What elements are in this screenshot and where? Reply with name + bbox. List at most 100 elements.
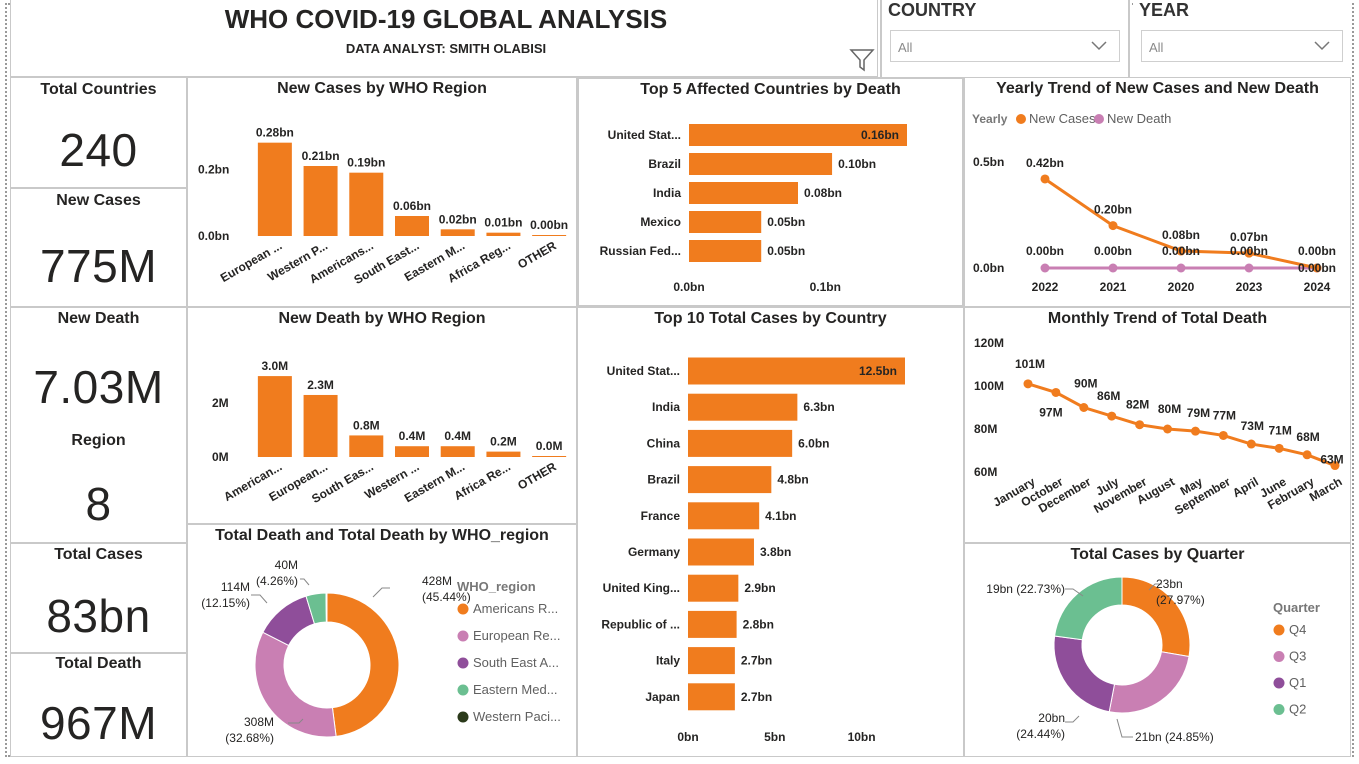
panel-top10-cases: Top 10 Total Cases by Country United Sta…: [577, 307, 964, 757]
cases-by-quarter-donut: 23bn (27.97%) 21bn (24.85%) 20bn (24.44%) 19b…: [986, 576, 1320, 744]
data-point: [1244, 248, 1254, 258]
series-line-total-death: [1027, 382, 1336, 467]
country-slicer[interactable]: COUNTRY All: [880, 0, 1130, 77]
category-label: United Stat...: [607, 364, 680, 378]
x-tick-label: 0.0bn: [673, 280, 704, 294]
bar: [688, 574, 739, 602]
data-label: 0.00bn: [1162, 244, 1200, 258]
data-label: 0.16bn: [861, 128, 899, 142]
legend-marker: [457, 711, 469, 723]
bar: [688, 357, 905, 385]
data-point: [1079, 403, 1089, 412]
filter-icon[interactable]: [849, 48, 875, 72]
kpi-label: Region: [71, 432, 126, 449]
kpi-label: Total Cases: [54, 546, 143, 563]
y-tick-label: 0.5bn: [973, 155, 1004, 169]
category-label: France: [641, 509, 681, 523]
legend-item: Q1: [1289, 675, 1306, 690]
data-label: 0.06bn: [393, 199, 431, 213]
slice-label: (32.68%): [225, 731, 274, 745]
country-slicer-title: COUNTRY: [888, 0, 977, 20]
category-label: China: [647, 436, 681, 450]
data-label: 3.8bn: [760, 545, 791, 559]
year-selected-value: All: [1149, 40, 1164, 55]
chart-title: New Death by WHO Region: [278, 310, 486, 327]
donut-slice: [325, 592, 328, 623]
data-label: 2.3M: [307, 378, 334, 392]
bar: [689, 153, 833, 175]
top5-death-chart: United Stat... 0.16bn Brazil 0.10bn India 0.0…: [600, 124, 907, 294]
data-label: 0.00bn: [1298, 244, 1336, 258]
x-tick-label: 0.1bn: [810, 280, 841, 294]
data-label: 0.02bn: [439, 212, 477, 226]
chevron-down-icon: [1314, 41, 1330, 51]
legend-marker: [457, 684, 469, 696]
bar: [440, 446, 475, 457]
chart-title: Total Cases by Quarter: [1070, 546, 1245, 563]
leader-line: [1065, 715, 1080, 723]
kpi-label: New Cases: [56, 192, 141, 209]
slice-label: 19bn (22.73%): [986, 582, 1065, 596]
data-label: 79M: [1187, 406, 1210, 420]
slice-label: (27.97%): [1156, 593, 1205, 607]
category-label: Brazil: [648, 157, 681, 171]
country-dropdown[interactable]: All: [890, 30, 1120, 62]
slice-label: (4.26%): [256, 574, 298, 588]
chart-title: Monthly Trend of Total Death: [1047, 310, 1268, 327]
yearly-trend-chart: Yearly New Cases New Death 0.0bn 0.5bn 0.42bn…: [972, 111, 1336, 294]
data-label: 0.2M: [490, 435, 517, 449]
panel-monthly-death: Monthly Trend of Total Death 60M 80M 100M 1…: [964, 307, 1351, 543]
kpi-value: 775M: [39, 240, 158, 292]
data-label: 0.10bn: [838, 157, 876, 171]
year-slicer[interactable]: YEAR All: [1133, 0, 1351, 77]
x-tick-label: 0bn: [677, 730, 698, 744]
data-label: 68M: [1296, 430, 1319, 444]
kpi-new-cases: New Cases 775M: [10, 188, 187, 307]
data-label: 0.4M: [444, 429, 471, 443]
legend-item: South East A...: [473, 655, 559, 670]
y-tick-label: 0.0bn: [973, 261, 1004, 275]
year-dropdown[interactable]: All: [1141, 30, 1343, 62]
bar: [303, 166, 338, 236]
y-tick-label: 100M: [974, 379, 1004, 393]
x-tick-label: 2021: [1100, 280, 1127, 294]
bar: [689, 182, 798, 204]
data-label: 0.8M: [353, 418, 380, 432]
data-point: [1244, 263, 1254, 273]
data-label: 0.00bn: [1026, 244, 1064, 258]
category-label: Italy: [656, 654, 680, 668]
category-label: United King...: [603, 581, 680, 595]
bar: [689, 211, 762, 233]
chart-title: Top 10 Total Cases by Country: [654, 310, 887, 327]
data-point: [1176, 246, 1186, 256]
legend-title: Quarter: [1273, 600, 1320, 615]
bar: [532, 456, 567, 457]
donut-slice: [1108, 651, 1190, 714]
y-tick-label: 80M: [974, 422, 997, 436]
bar: [688, 610, 737, 638]
data-label: 0.00bn: [1298, 261, 1336, 275]
kpi-total-death: Total Death 967M: [10, 653, 187, 757]
legend-item: Americans R...: [473, 601, 558, 616]
data-point: [1190, 426, 1200, 436]
bar: [689, 240, 762, 262]
data-point: [1023, 379, 1033, 389]
legend-marker: [1016, 114, 1026, 124]
legend-marker: [457, 603, 469, 615]
slice-label: 40M: [275, 558, 298, 572]
kpi-new-death-region: New Death 7.03M Region 8: [10, 307, 187, 543]
category-label: Japan: [645, 690, 680, 704]
bar: [440, 229, 475, 236]
dashboard-subtitle: DATA ANALYST: SMITH OLABISI: [345, 41, 547, 56]
donut-slice: [254, 631, 337, 738]
slice-label: 23bn: [1156, 577, 1183, 591]
donut-slice: [326, 592, 400, 737]
panel-yearly-trend: Yearly Trend of New Cases and New Death …: [964, 77, 1351, 307]
category-label: Brazil: [647, 473, 680, 487]
data-label: 0.19bn: [347, 156, 385, 170]
legend-title: WHO_region: [457, 579, 536, 594]
legend-title: Yearly: [972, 112, 1008, 126]
leader-line: [300, 578, 310, 586]
category-label: Mexico: [640, 215, 681, 229]
legend-item: Q2: [1289, 702, 1306, 717]
